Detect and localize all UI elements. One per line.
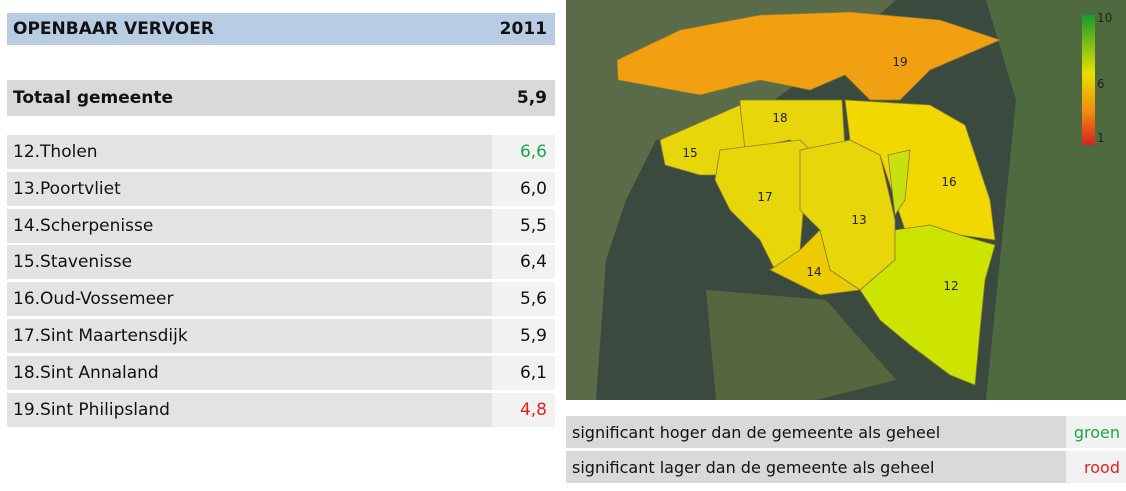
region-label: 14 bbox=[806, 265, 821, 279]
region-label: 17 bbox=[757, 190, 772, 204]
scale-label: 1 bbox=[1097, 131, 1105, 145]
legend-color: groen bbox=[1066, 416, 1126, 448]
scale-bar bbox=[1082, 15, 1095, 145]
row-value: 6,6 bbox=[492, 135, 555, 169]
row-label: 12.Tholen bbox=[7, 135, 492, 169]
row-value: 6,4 bbox=[492, 245, 555, 279]
row-value: 4,8 bbox=[492, 393, 555, 427]
region-label: 13 bbox=[851, 213, 866, 227]
row-label: 16.Oud-Vossemeer bbox=[7, 282, 492, 316]
scale-label: 10 bbox=[1097, 11, 1112, 25]
region-label: 15 bbox=[682, 146, 697, 160]
scale-label: 6 bbox=[1097, 77, 1105, 91]
header-value: 2011 bbox=[492, 13, 555, 45]
region-label: 18 bbox=[772, 111, 787, 125]
region-label: 12 bbox=[943, 279, 958, 293]
legend-text: significant lager dan de gemeente als ge… bbox=[566, 451, 1066, 483]
legend-color: rood bbox=[1066, 451, 1126, 483]
row-label: 17.Sint Maartensdijk bbox=[7, 319, 492, 353]
row-label: 19.Sint Philipsland bbox=[7, 393, 492, 427]
legend-text: significant hoger dan de gemeente als ge… bbox=[566, 416, 1066, 448]
row-label: 18.Sint Annaland bbox=[7, 356, 492, 390]
page: OPENBAAR VERVOER2011Totaal gemeente5,912… bbox=[0, 0, 1126, 491]
row-value: 5,9 bbox=[492, 319, 555, 353]
row-value: 5,6 bbox=[492, 282, 555, 316]
land bbox=[986, 0, 1126, 400]
total-value: 5,9 bbox=[492, 80, 555, 116]
row-label: 13.Poortvliet bbox=[7, 172, 492, 206]
region-label: 16 bbox=[941, 175, 956, 189]
row-label: 14.Scherpenisse bbox=[7, 209, 492, 243]
row-value: 6,0 bbox=[492, 172, 555, 206]
row-label: 15.Stavenisse bbox=[7, 245, 492, 279]
region-label: 19 bbox=[892, 55, 907, 69]
map: 19 18 15 17 13 16 14 12 10 6 1 bbox=[566, 0, 1126, 400]
row-value: 6,1 bbox=[492, 356, 555, 390]
row-value: 5,5 bbox=[492, 209, 555, 243]
total-label: Totaal gemeente bbox=[7, 80, 492, 116]
header-label: OPENBAAR VERVOER bbox=[7, 13, 492, 45]
